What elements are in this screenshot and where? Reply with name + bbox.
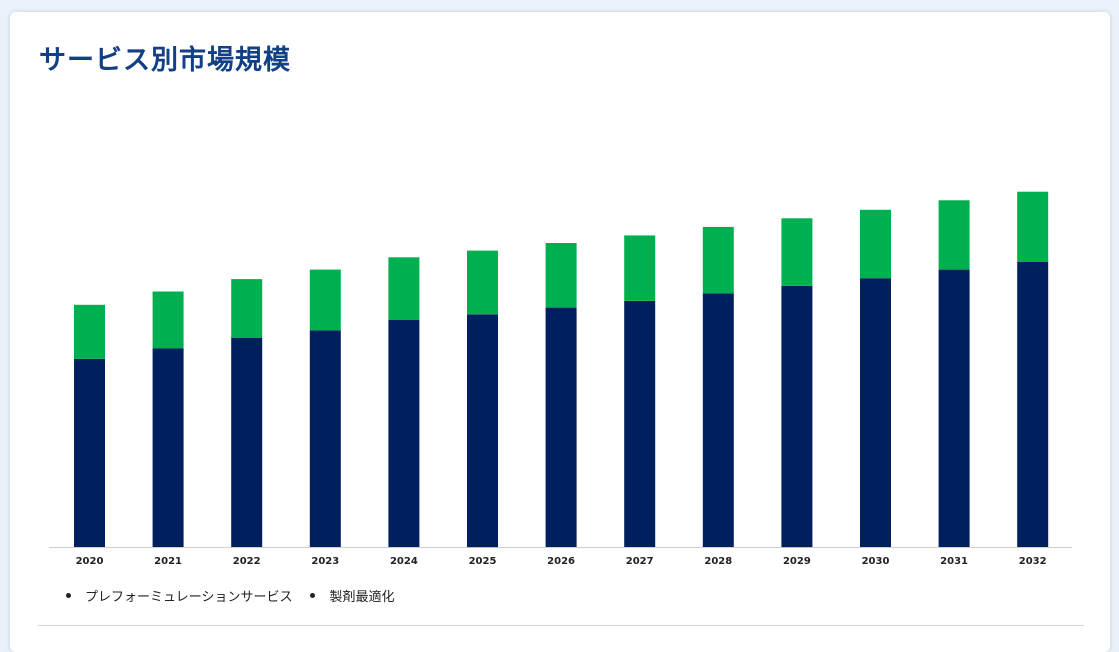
bar-optimization-2032[interactable] — [1017, 191, 1049, 262]
bar-preformulation-2023[interactable] — [309, 330, 341, 547]
legend-item-preformulation[interactable]: プレフォーミュレーションサービス — [66, 586, 292, 605]
bar-preformulation-2028[interactable] — [702, 293, 734, 547]
x-tick-label-2023: 2023 — [311, 556, 339, 567]
x-tick-label-2029: 2029 — [783, 556, 811, 567]
bar-preformulation-2024[interactable] — [388, 320, 420, 547]
bar-preformulation-2025[interactable] — [467, 314, 498, 548]
chart-title: サービス別市場規模 — [39, 45, 291, 76]
legend-label: プレフォーミュレーションサービス — [85, 589, 293, 605]
legend-item-optimization[interactable]: 製剤最適化 — [310, 586, 395, 605]
bar-preformulation-2029[interactable] — [781, 285, 813, 548]
legend-bullet-icon — [66, 592, 71, 598]
bar-optimization-2027[interactable] — [624, 235, 656, 301]
bar-optimization-2020[interactable] — [74, 304, 105, 359]
x-tick-label-2028: 2028 — [704, 556, 732, 567]
x-tick-label-2020: 2020 — [76, 556, 104, 567]
x-tick-label-2021: 2021 — [154, 556, 182, 567]
bar-optimization-2022[interactable] — [231, 279, 263, 338]
x-tick-label-2027: 2027 — [626, 556, 654, 567]
x-tick-label-2030: 2030 — [862, 556, 890, 567]
stacked-bar-chart: 2020 2021 2022 2023 2024 2025 2026 2027 2028 2029… — [49, 191, 1072, 567]
bar-preformulation-2027[interactable] — [624, 301, 656, 547]
x-tick-label-2032: 2032 — [1019, 556, 1047, 567]
x-tick-label-2031: 2031 — [940, 556, 968, 567]
bar-preformulation-2020[interactable] — [74, 358, 105, 547]
bar-optimization-2023[interactable] — [309, 269, 341, 331]
bar-optimization-2031[interactable] — [938, 200, 970, 270]
bar-optimization-2028[interactable] — [702, 226, 734, 294]
bar-optimization-2025[interactable] — [467, 250, 498, 315]
x-tick-label-2022: 2022 — [233, 556, 261, 567]
legend-label: 製剤最適化 — [329, 589, 395, 605]
chart-card: サービス別市場規模 2020 2021 2022 2023 2024 2025 2026 20… — [10, 12, 1110, 652]
bar-optimization-2029[interactable] — [781, 218, 813, 286]
bar-preformulation-2031[interactable] — [938, 269, 970, 547]
bar-preformulation-2032[interactable] — [1017, 262, 1049, 547]
bar-optimization-2026[interactable] — [545, 243, 577, 308]
bar-preformulation-2026[interactable] — [545, 307, 577, 547]
x-tick-label-2025: 2025 — [469, 556, 497, 567]
bar-optimization-2021[interactable] — [152, 291, 184, 349]
x-tick-label-2026: 2026 — [547, 556, 575, 567]
bar-optimization-2030[interactable] — [860, 209, 891, 279]
legend: プレフォーミュレーションサービス 製剤最適化 — [66, 585, 413, 605]
bar-preformulation-2021[interactable] — [152, 348, 184, 548]
bar-preformulation-2030[interactable] — [860, 278, 891, 547]
divider — [38, 625, 1084, 626]
legend-bullet-icon — [310, 592, 316, 598]
bar-preformulation-2022[interactable] — [231, 338, 263, 547]
x-tick-label-2024: 2024 — [390, 556, 418, 567]
bar-optimization-2024[interactable] — [388, 257, 420, 320]
